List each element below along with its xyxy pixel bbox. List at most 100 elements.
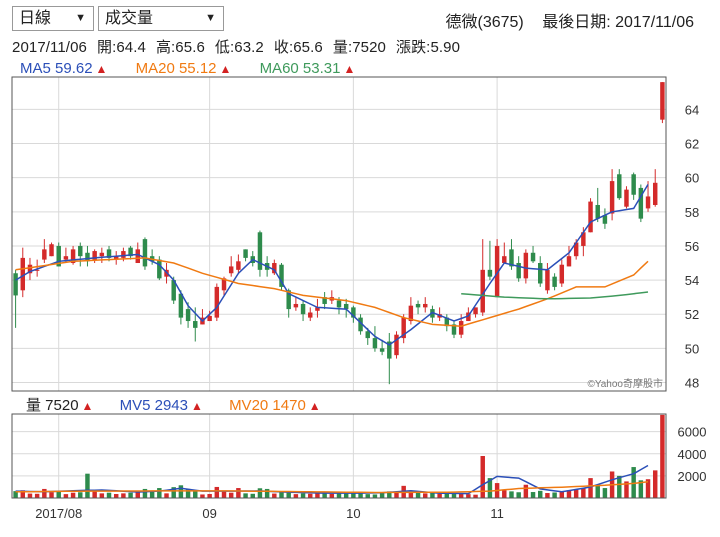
volume-bar [487,478,493,498]
volume-bar [106,492,112,498]
volume-bar [581,488,586,498]
candle-body [530,252,536,262]
candle-body [343,303,349,310]
price-tick-label: 62 [685,137,699,152]
ohlc-low: 低:63.2 [214,39,264,56]
candle-body [609,181,615,214]
volume-legend: 量 7520 ▲ MV5 2943 ▲ MV20 1470 ▲ [26,394,343,415]
candle-body [516,263,521,279]
volume-bar [652,470,658,498]
volume-bar [142,488,148,498]
series-line-mv20 [15,481,649,494]
candle-body [308,312,313,318]
volume-bar [343,493,349,498]
x-tick-label: 09 [202,506,216,521]
volume-tick-label: 6000 [678,425,707,440]
volume-bar [85,473,90,498]
volume-bar [473,494,478,498]
indicator-select[interactable]: 成交量 ▼ [98,6,224,31]
price-tick-label: 48 [685,375,699,390]
candle-body [185,309,191,322]
legend-mv5-label: MV5 2943 [119,397,188,414]
price-grid [12,77,666,391]
price-tick-label: 58 [685,205,699,220]
last-date: 最後日期: 2017/11/06 [542,14,694,31]
period-select-label: 日線 [19,10,52,27]
candle-body [559,264,565,284]
series-line-ma60 [461,291,649,300]
candle-body [300,303,306,315]
candle-body [193,321,198,328]
ohlc-change: 漲跌:5.90 [395,39,461,56]
ohlc-open: 開:64.4 [96,39,146,56]
candle-body [207,315,212,322]
candle-body [13,273,18,296]
volume-bar [243,493,248,498]
header-info: 德微(3675) 最後日期: 2017/11/06 [431,8,694,32]
volume-bar [372,494,378,498]
candle-body [315,307,320,311]
legend-mv20: MV20 1470 ▲ [229,397,321,414]
candle-body [451,324,457,335]
up-triangle-icon: ▲ [219,62,232,76]
volume-bar [387,491,392,498]
up-triangle-icon: ▲ [191,399,203,413]
volume-bar [379,492,385,498]
volume-bar [185,488,191,498]
volume-bar [250,493,255,498]
candle-body [78,245,83,257]
up-triangle-icon: ▲ [81,399,94,413]
ohlc-bar: 2017/11/06 開:64.4 高:65.6 低:63.2 收:65.6 量:7520… [12,36,470,57]
candle-body [228,266,234,274]
candle-body [394,334,399,356]
volume-bar [200,494,205,498]
candle-body [42,249,47,260]
price-frame [11,76,667,392]
volume-bar [193,490,198,498]
volume-bar [207,494,212,498]
volume-grid [12,414,666,498]
candle-body [243,249,248,258]
volume-bar [358,493,363,498]
volume-bar [408,491,414,498]
ma-legend: MA5 59.62 ▲ MA20 55.12 ▲ MA60 53.31 ▲ [20,60,379,77]
price-tick-label: 52 [685,307,699,322]
candle-body [458,321,464,335]
candle-body [538,263,543,284]
moving-average-lines [15,184,649,495]
candle-body [401,317,406,339]
candle-body [617,174,622,199]
candle-body [487,269,493,277]
chevron-down-icon: ▼ [205,12,216,24]
price-tick-label: 60 [685,171,699,186]
volume-bars [13,414,665,498]
candle-body [652,182,658,205]
volume-bar [523,484,529,498]
candles [13,82,665,385]
volume-bar [444,492,450,498]
legend-volume-label: 量 7520 [26,397,79,414]
period-select[interactable]: 日線 ▼ [12,6,94,31]
candle-body [351,307,356,318]
candle-body [408,305,414,322]
candle-body [502,256,507,264]
candle-body [573,242,579,257]
volume-bar [315,492,320,498]
volume-bar [27,493,33,498]
volume-bar [92,491,97,498]
candle-body [279,264,284,287]
x-tick-label: 2017/08 [35,506,82,521]
volume-bar [530,492,536,498]
volume-bar [573,489,579,498]
watermark: ©Yahoo奇摩股市 [587,377,663,390]
volume-bar [437,493,442,498]
volume-bar [538,490,543,498]
candle-body [70,249,76,264]
candle-body [221,278,227,291]
stock-name: 德微(3675) [445,14,524,31]
candle-body [293,303,299,308]
price-tick-label: 54 [685,273,699,288]
volume-bar [63,494,69,498]
volume-bar [286,492,291,498]
